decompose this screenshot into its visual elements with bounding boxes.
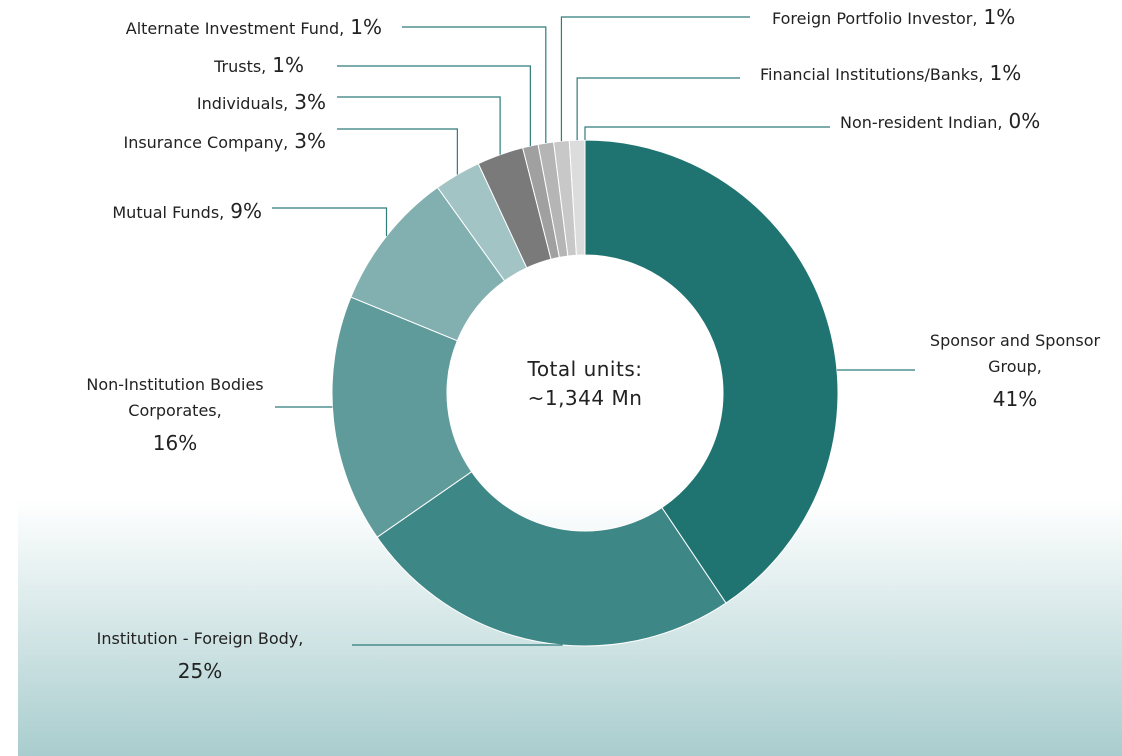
value-label: 1%: [989, 61, 1022, 85]
category-label: Insurance Company,: [123, 133, 289, 152]
data-label: Trusts, 1%: [0, 52, 304, 80]
category-label: Financial Institutions/Banks,: [760, 65, 984, 84]
data-label: Individuals, 3%: [0, 89, 326, 117]
category-label: Sponsor and Sponsor Group,: [929, 331, 1101, 376]
value-label: 25%: [177, 659, 223, 683]
category-label: Mutual Funds,: [112, 203, 225, 222]
data-label: Financial Institutions/Banks, 1%: [760, 60, 1110, 88]
value-label: 9%: [230, 199, 262, 223]
data-label: Foreign Portfolio Investor, 1%: [772, 4, 1112, 32]
value-label: 1%: [983, 5, 1016, 29]
leader-line: [576, 77, 740, 141]
leader-line: [560, 16, 750, 142]
category-label: Non-resident Indian,: [840, 113, 1003, 132]
category-label: Foreign Portfolio Investor,: [772, 9, 978, 28]
slice: [584, 139, 839, 604]
value-label: 16%: [152, 431, 198, 455]
data-label: Sponsor and Sponsor Group, 41%: [915, 328, 1115, 412]
leader-line: [272, 207, 388, 237]
data-label: Mutual Funds, 9%: [0, 198, 262, 226]
leader-line: [402, 26, 547, 144]
category-label: Trusts,: [214, 57, 267, 76]
category-label: Individuals,: [196, 94, 289, 113]
data-label: Non-Institution Bodies Corporates, 16%: [60, 372, 290, 456]
value-label: 0%: [1008, 109, 1041, 133]
value-label: 1%: [350, 15, 382, 39]
category-label: Institution - Foreign Body,: [96, 629, 304, 648]
data-label: Insurance Company, 3%: [0, 128, 326, 156]
leader-line: [337, 65, 531, 146]
center-text: Total units:: [527, 357, 643, 381]
center-text: ~1,344 Mn: [527, 386, 643, 410]
value-label: 41%: [992, 387, 1038, 411]
category-label: Alternate Investment Fund,: [125, 19, 345, 38]
value-label: 1%: [272, 53, 304, 77]
leader-line: [337, 128, 458, 175]
data-label: Non-resident Indian, 0%: [840, 108, 1120, 136]
leader-line: [337, 96, 501, 155]
value-label: 3%: [294, 90, 326, 114]
data-label: Institution - Foreign Body, 25%: [50, 626, 350, 684]
data-label: Alternate Investment Fund, 1%: [0, 14, 382, 42]
value-label: 3%: [294, 129, 326, 153]
category-label: Non-Institution Bodies Corporates,: [86, 375, 264, 420]
slice: [376, 470, 727, 647]
leader-line: [584, 126, 830, 140]
